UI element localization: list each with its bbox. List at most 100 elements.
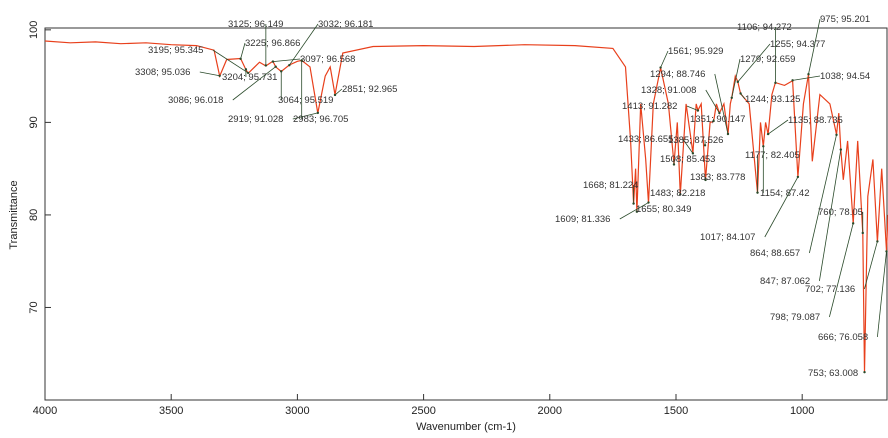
annotation-point [246, 71, 250, 75]
annotation-label: 1038; 94.54 [820, 71, 870, 82]
annotation-label: 1294; 88.746 [650, 69, 705, 80]
annotation-label: 1244; 93.125 [745, 94, 800, 105]
annotation-label: 3204; 95.731 [222, 72, 277, 83]
x-tick-label: 2000 [538, 405, 562, 417]
annotation-leader [877, 251, 887, 338]
x-tick-label: 1500 [664, 405, 688, 417]
annotation-point [762, 145, 765, 148]
annotation-label: 1413; 91.282 [622, 101, 677, 112]
annotation-label: 3032; 96.181 [318, 19, 373, 30]
annotation-label: 847; 87.062 [760, 276, 810, 287]
annotation-point [647, 201, 650, 204]
annotation-point [244, 68, 248, 71]
annotation-label: 1483; 82.218 [650, 188, 705, 199]
annotation-point [726, 132, 730, 136]
annotation-leader [714, 73, 729, 135]
annotation-label: 753; 63.008 [808, 368, 858, 379]
annotation-leader [292, 112, 318, 120]
annotation-point [835, 133, 838, 137]
annotation-leader [864, 241, 878, 290]
annotation-leader [232, 66, 276, 101]
annotation-label: 1279; 92.659 [740, 54, 795, 65]
annotation-label: 3308; 95.036 [135, 67, 190, 78]
spectrum-line [44, 40, 888, 373]
y-tick-label: 90 [28, 116, 40, 128]
annotation-point [280, 70, 283, 73]
annotation-point [863, 370, 866, 374]
annotation-point [807, 73, 810, 76]
annotation-label: 798; 79.087 [770, 312, 820, 323]
y-tick-label: 80 [28, 209, 40, 221]
annotation-label: 3125; 96.149 [228, 19, 283, 30]
x-tick-label: 4000 [33, 405, 57, 417]
annotation-point [696, 109, 700, 112]
annotation-leader [212, 49, 249, 74]
annotation-point [679, 193, 682, 196]
annotation-point [300, 59, 303, 62]
annotation-leader [808, 18, 821, 75]
annotation-label: 1154; 87.42 [760, 188, 809, 199]
annotation-point [239, 57, 242, 61]
annotation-label: 1385; 87.526 [668, 135, 723, 146]
annotation-point [885, 250, 888, 253]
annotation-point [739, 92, 742, 95]
annotation-label: 702; 77.136 [805, 284, 855, 295]
annotation-point [704, 178, 707, 182]
annotation-leader [288, 23, 319, 66]
annotation-point [718, 111, 721, 115]
annotation-label: 3225; 96.866 [245, 38, 300, 49]
annotation-label: 2919; 91.028 [228, 114, 283, 125]
annotation-leader [767, 119, 789, 135]
annotation-leader [334, 88, 343, 96]
annotation-point [691, 152, 695, 155]
annotation-point [218, 74, 221, 77]
annotation-label: 666; 76.058 [818, 332, 868, 343]
annotation-leader [660, 50, 669, 68]
x-tick-label: 3500 [159, 405, 183, 417]
annotation-leader [809, 134, 837, 254]
annotation-label: 1383; 83.778 [690, 172, 745, 183]
annotation-point [712, 119, 715, 123]
annotation-label: 1668; 81.224 [583, 180, 638, 191]
x-tick-label: 2500 [411, 405, 435, 417]
annotation-point [876, 240, 879, 243]
annotation-label: 1017; 84.107 [700, 232, 755, 243]
annotation-label: 1609; 81.336 [555, 214, 610, 225]
annotation-label: 1328; 91.008 [641, 85, 696, 96]
annotation-leader [619, 202, 649, 220]
x-axis-label: Wavenumber (cm-1) [416, 421, 516, 433]
annotation-leader [199, 71, 220, 77]
annotation-point [271, 60, 275, 63]
annotation-label: 3097; 96.568 [300, 54, 355, 65]
annotation-point [736, 80, 740, 84]
annotation-leader [272, 58, 301, 63]
y-axis-label: Transmittance [8, 180, 20, 249]
annotation-point [632, 202, 635, 205]
annotation-label: 1106; 94.272 [737, 22, 792, 33]
annotation-leader [737, 43, 771, 83]
annotation-point [756, 191, 759, 194]
annotation-point [635, 210, 639, 213]
annotation-point [851, 222, 855, 225]
annotation-point [288, 63, 291, 67]
y-tick-label: 100 [28, 21, 40, 39]
plot-area [44, 27, 888, 401]
annotation-leader [829, 223, 854, 318]
annotation-leader [731, 58, 741, 98]
annotation-point [703, 144, 707, 147]
annotation-point [861, 231, 864, 235]
annotation-point [316, 111, 320, 115]
annotation-label: 864; 88.657 [750, 248, 800, 259]
annotation-point [659, 66, 662, 69]
annotation-label: 1255; 94.377 [770, 39, 825, 50]
annotation-point [766, 132, 770, 136]
annotation-point [333, 93, 337, 97]
annotation-label: 3086; 96.018 [168, 95, 223, 106]
annotation-point [791, 79, 794, 82]
annotation-leader [764, 176, 799, 238]
annotation-label: 1135; 88.735 [788, 115, 843, 126]
annotation-point [839, 148, 843, 151]
annotation-leader [819, 149, 842, 282]
annotation-label: 2851; 92.965 [342, 84, 397, 95]
